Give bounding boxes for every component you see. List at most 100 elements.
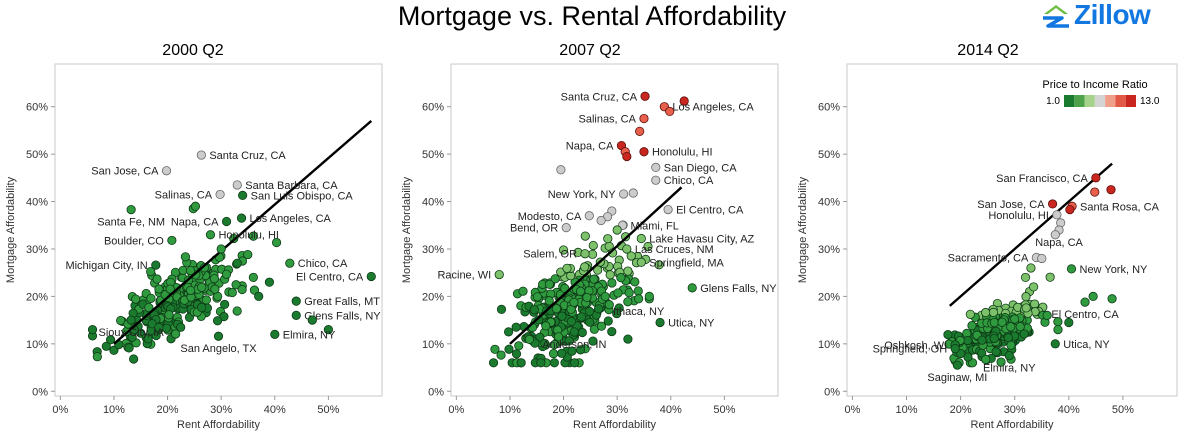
point-label: Santa Barbara, CA: [245, 180, 338, 192]
data-point: [1019, 329, 1029, 339]
data-point: [216, 244, 226, 254]
point-label: Glens Falls, NY: [304, 310, 381, 322]
x-tick-label: 0%: [52, 404, 68, 416]
legend-max-label: 13.0: [1140, 96, 1160, 107]
zillow-logo-icon: [1043, 5, 1069, 28]
data-point: [580, 231, 590, 241]
data-point: [535, 332, 545, 342]
data-point: [1029, 282, 1039, 292]
point-label: El Centro, CA: [676, 205, 744, 217]
point-label: Santa Fe, NM: [97, 217, 165, 229]
data-point: [996, 357, 1006, 367]
point-label: Saginaw, MI: [927, 372, 987, 384]
data-point: [981, 307, 991, 318]
data-point: [628, 188, 638, 198]
point-label: Honolulu, HI: [988, 210, 1049, 222]
data-point: [236, 213, 247, 223]
data-point: [490, 344, 500, 354]
data-point: [1065, 205, 1075, 215]
legend-swatch: [1105, 95, 1116, 107]
data-point: [161, 166, 172, 176]
data-point: [143, 334, 153, 344]
x-tick-label: 30%: [210, 404, 232, 416]
data-point: [511, 322, 521, 332]
data-point: [1004, 351, 1014, 361]
data-point: [1045, 272, 1055, 282]
data-point: [965, 309, 975, 319]
data-point: [596, 215, 606, 226]
data-point: [622, 151, 632, 162]
data-point: [92, 352, 102, 362]
data-point: [550, 274, 560, 284]
point-label: Los Angeles, CA: [250, 213, 332, 225]
data-point: [593, 265, 603, 275]
point-label: Sioux City, IA: [99, 327, 165, 339]
data-point: [511, 349, 522, 359]
data-point: [981, 354, 991, 365]
zillow-logo: Zillow: [1040, 0, 1180, 30]
data-point: [197, 302, 207, 312]
data-point: [116, 315, 126, 326]
point-label: Great Falls, MT: [304, 296, 380, 308]
data-point: [237, 284, 247, 295]
data-point: [243, 249, 253, 260]
data-point: [687, 283, 697, 293]
data-point: [248, 272, 258, 283]
y-tick-label: 50%: [26, 149, 48, 161]
x-tick-label: 50%: [1112, 404, 1134, 416]
point-label: Bend, OR: [510, 223, 558, 235]
y-axis-label: Mortgage Affordability: [5, 176, 17, 283]
data-point: [607, 278, 617, 288]
point-label: Santa Rosa, CA: [1080, 201, 1160, 213]
data-point: [271, 237, 282, 248]
data-point: [582, 292, 592, 303]
data-point: [630, 277, 640, 287]
data-point: [651, 162, 661, 172]
data-point: [518, 286, 528, 296]
data-point: [1042, 310, 1052, 320]
point-label: El Centro, CA: [1051, 309, 1119, 321]
data-point: [1003, 333, 1013, 343]
data-point: [504, 344, 514, 354]
legend-swatch: [1094, 95, 1106, 107]
legend-title: Price to Income Ratio: [1042, 79, 1147, 91]
chart-title: 2014 Q2: [957, 42, 1018, 59]
data-point: [503, 327, 514, 337]
trend-line: [113, 120, 373, 345]
data-point: [989, 333, 999, 344]
data-point: [151, 260, 161, 270]
data-point: [213, 331, 224, 341]
data-point: [205, 230, 216, 240]
data-point: [1053, 324, 1063, 335]
x-tick-label: 40%: [1058, 404, 1080, 416]
data-point: [607, 326, 617, 337]
data-point: [1050, 230, 1060, 240]
point-label: Napa, CA: [566, 141, 614, 153]
data-point: [496, 350, 506, 360]
data-point: [164, 310, 174, 320]
data-point: [87, 325, 98, 335]
data-point: [232, 306, 242, 316]
data-point: [557, 348, 567, 358]
data-point: [569, 327, 579, 337]
point-label: Modesto, CA: [518, 211, 582, 223]
point-label: Los Angeles, CA: [672, 102, 754, 114]
y-tick-label: 20%: [818, 291, 840, 303]
y-tick-label: 10%: [422, 339, 444, 351]
point-label: Miami, FL: [631, 220, 679, 232]
data-point: [1021, 292, 1031, 302]
data-point: [1107, 294, 1117, 304]
data-point: [154, 322, 164, 332]
data-point: [1026, 263, 1036, 273]
point-label: El Centro, CA: [296, 271, 364, 283]
zillow-logo-text: Zillow: [1074, 0, 1151, 30]
y-tick-label: 50%: [422, 149, 444, 161]
data-point: [1015, 322, 1025, 332]
data-point: [1080, 297, 1090, 307]
y-tick-label: 40%: [818, 197, 840, 209]
page-title: Mortgage vs. Rental Affordability: [397, 1, 787, 31]
data-point: [227, 287, 237, 298]
data-point: [967, 321, 977, 331]
data-point: [569, 358, 580, 368]
data-point: [584, 211, 594, 221]
